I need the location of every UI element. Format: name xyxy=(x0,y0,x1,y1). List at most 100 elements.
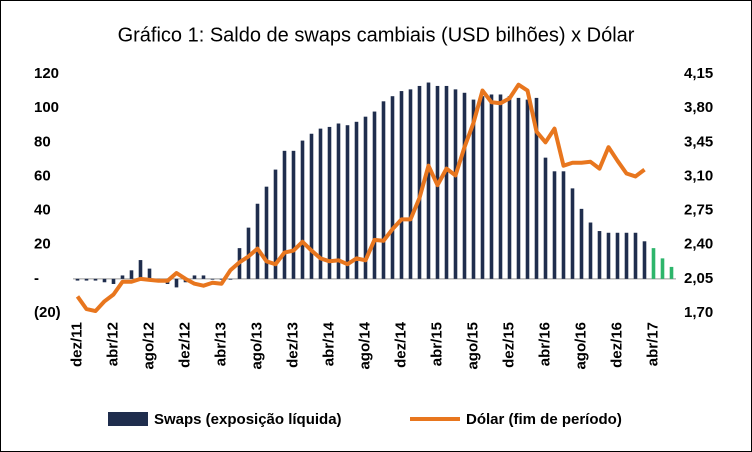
bar xyxy=(444,85,449,279)
bar xyxy=(363,116,368,279)
line xyxy=(75,82,646,314)
bar xyxy=(255,203,260,279)
y2-tick-label: 2,75 xyxy=(684,202,713,219)
bar xyxy=(660,258,665,279)
y2-tick-label: 3,10 xyxy=(684,167,713,184)
x-tick-label: ago/13 xyxy=(248,322,265,370)
legend-swatch xyxy=(108,412,148,426)
y-tick-label: 80 xyxy=(34,133,51,150)
bar xyxy=(282,150,287,279)
bar xyxy=(354,121,359,279)
y2-tick-label: 2,05 xyxy=(684,270,713,287)
x-tick-label: abr/17 xyxy=(644,322,661,366)
y-tick-label: 20 xyxy=(34,236,51,253)
bar xyxy=(399,91,404,279)
bar xyxy=(489,94,494,279)
bar xyxy=(480,96,485,279)
x-tick-label: abr/12 xyxy=(104,322,121,366)
bar xyxy=(597,231,602,279)
bar xyxy=(426,82,431,279)
y-tick-label: 120 xyxy=(34,65,59,82)
bar xyxy=(345,125,350,279)
bar xyxy=(543,157,548,279)
y-tick-label: 100 xyxy=(34,99,59,116)
bar xyxy=(588,222,593,279)
bar xyxy=(192,275,197,279)
x-tick-label: dez/13 xyxy=(284,322,301,368)
y-tick-label: 60 xyxy=(34,167,51,184)
bar xyxy=(453,89,458,279)
bar xyxy=(273,169,278,279)
x-tick-label: abr/14 xyxy=(320,321,337,366)
bar xyxy=(129,270,134,279)
bar xyxy=(318,128,323,279)
bar xyxy=(147,268,152,279)
x-tick-label: dez/16 xyxy=(608,322,625,368)
bar xyxy=(552,171,557,279)
bar xyxy=(291,150,296,279)
bar xyxy=(102,278,107,283)
bar xyxy=(417,85,422,279)
bar xyxy=(201,275,206,279)
x-tick-label: abr/15 xyxy=(428,322,445,366)
bar xyxy=(300,140,305,279)
y2-tick-label: 1,70 xyxy=(684,304,713,321)
bar xyxy=(246,227,251,279)
bar xyxy=(84,278,89,281)
bar xyxy=(75,278,80,281)
bar xyxy=(534,97,539,279)
bar xyxy=(381,101,386,279)
x-tick-label: dez/15 xyxy=(500,322,517,368)
bar xyxy=(615,232,620,279)
x-tick-label: ago/16 xyxy=(572,322,589,370)
x-tick-label: ago/15 xyxy=(464,322,481,370)
bar xyxy=(498,94,503,279)
y-tick-label: 40 xyxy=(34,202,51,219)
bar xyxy=(372,111,377,279)
bar xyxy=(120,275,125,279)
x-tick-label: dez/11 xyxy=(68,322,85,367)
x-tick-label: dez/14 xyxy=(392,321,409,368)
x-tick-label: ago/14 xyxy=(356,321,373,369)
bar xyxy=(642,241,647,279)
bar xyxy=(570,188,575,279)
legend-label: Dólar (fim de período) xyxy=(466,411,622,428)
bar xyxy=(228,278,233,280)
x-tick-label: abr/16 xyxy=(536,322,553,366)
y2-tick-label: 3,45 xyxy=(684,133,713,150)
bar xyxy=(111,278,116,284)
bar xyxy=(606,232,611,279)
bar xyxy=(390,96,395,279)
bar xyxy=(561,171,566,279)
bar xyxy=(336,123,341,279)
y-tick-label: (20) xyxy=(34,304,61,321)
y2-tick-label: 4,15 xyxy=(684,65,713,82)
bar xyxy=(210,278,215,280)
bar xyxy=(633,232,638,279)
x-tick-label: dez/12 xyxy=(176,322,193,368)
y2-tick-label: 2,40 xyxy=(684,236,713,253)
bar xyxy=(219,278,224,280)
legend-label: Swaps (exposição líquida) xyxy=(154,411,342,428)
bar xyxy=(669,266,674,279)
bar xyxy=(408,89,413,279)
bar xyxy=(264,186,269,279)
bar xyxy=(138,260,143,279)
bar xyxy=(525,99,530,279)
bar xyxy=(471,99,476,279)
x-tick-label: ago/12 xyxy=(140,322,157,370)
chart-title: Gráfico 1: Saldo de swaps cambiais (USD … xyxy=(118,24,635,46)
bar xyxy=(174,278,179,288)
bar xyxy=(93,278,98,281)
bar xyxy=(651,248,656,279)
bar xyxy=(579,208,584,279)
y2-tick-label: 3,80 xyxy=(684,99,713,116)
bar xyxy=(309,133,314,279)
bar xyxy=(516,97,521,279)
bar xyxy=(507,96,512,279)
bar xyxy=(624,232,629,279)
y-tick-label: - xyxy=(34,270,39,287)
bar xyxy=(462,92,467,279)
